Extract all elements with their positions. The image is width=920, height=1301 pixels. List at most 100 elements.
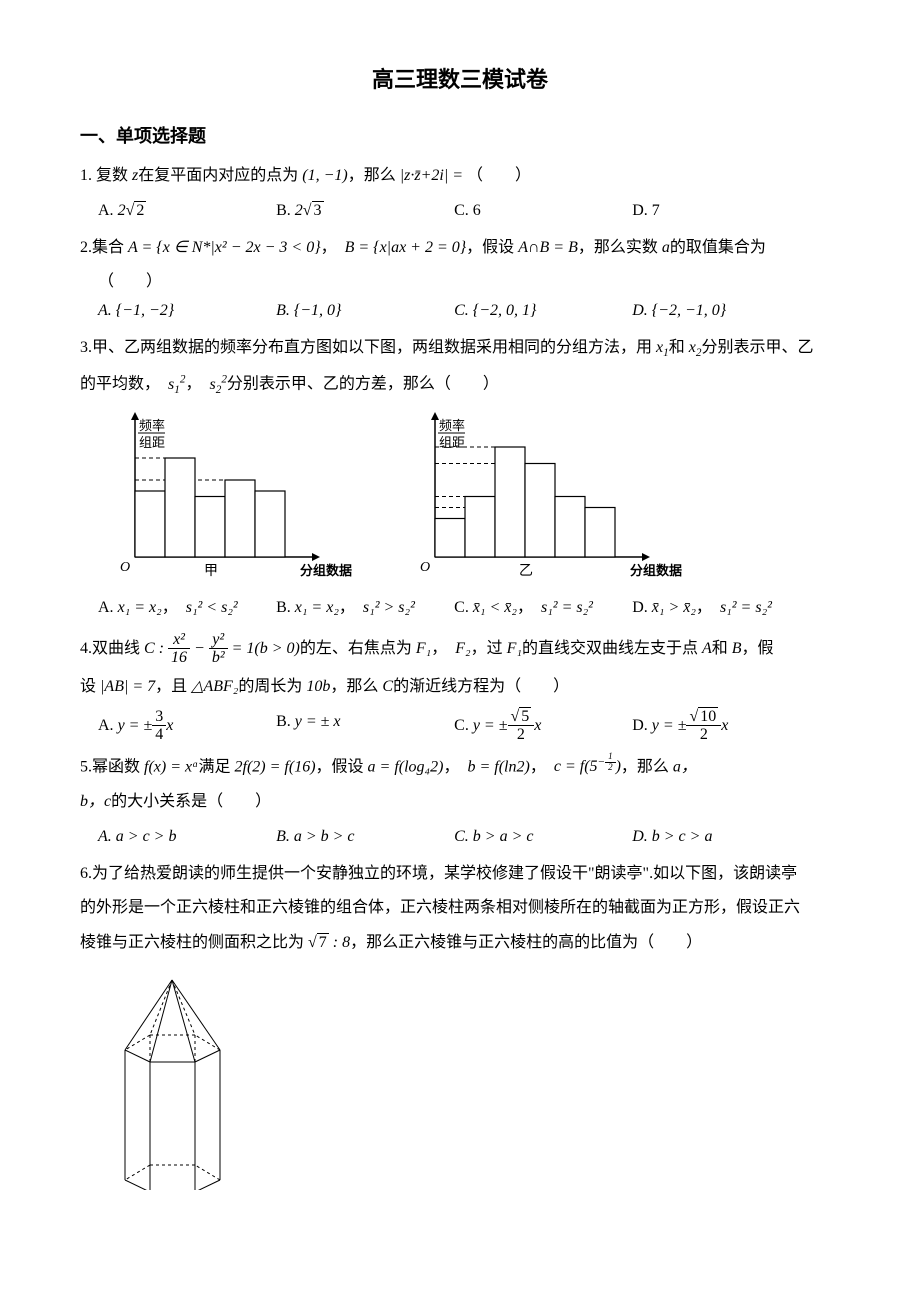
q4-a-x: x — [166, 717, 173, 734]
q3-d-pre: D. — [632, 599, 652, 616]
q1-opt-a: A. 22 — [98, 197, 261, 226]
q4-a-den: 4 — [152, 726, 166, 744]
q4-b-pre: B. — [276, 713, 295, 730]
q2-A-cond: |x² − 2x − 3 < 0} — [210, 239, 320, 256]
q5-options: A. a > c > b B. a > b > c C. b > a > c D… — [98, 823, 840, 852]
q3: 3.甲、乙两组数据的频率分布直方图如以下图，两组数据采用相同的分组方法，用 x1… — [80, 334, 840, 363]
svg-text:O: O — [420, 560, 430, 575]
q3-stem-e: ， — [185, 376, 193, 393]
q4-c-y: y = ± — [473, 717, 508, 734]
q4-c-pre: C. — [454, 717, 473, 734]
section-heading: 一、单项选择题 — [80, 120, 840, 152]
q1-options: A. 22 B. 23 C. 6 D. 7 — [98, 197, 840, 226]
q4-stem-a: 4.双曲线 — [80, 640, 144, 657]
q1-b-label: B. — [276, 202, 291, 219]
q3-c-pre: C. — [454, 599, 473, 616]
q3-options: A. x₁ = x₂， s₁² < s₂² B. x₁ = x₂， s₁² > … — [98, 594, 840, 623]
q3-b-sep: ， — [339, 599, 347, 616]
q3-a-var: s₁² < s₂² — [186, 599, 238, 616]
q5-c: ，假设 — [316, 758, 368, 775]
q5-vars: a， — [673, 758, 697, 775]
q5-fdef: f(x) = xᵅ — [144, 758, 198, 775]
q4-line2: 设 |AB| = 7，且 △ABF₂的周长为 10b，那么 C的渐近线方程为（ … — [80, 673, 840, 702]
q1-opt-d: D. 7 — [632, 197, 795, 226]
q4-d-pre: D. — [632, 717, 652, 734]
q4-a-pre: A. — [98, 717, 118, 734]
q5-ced: 2 — [605, 763, 615, 773]
q3-d-eq: x̄₁ > x̄₂ — [652, 599, 696, 616]
q1-opt-c: C. 6 — [454, 197, 617, 226]
q2-stem-d: 的取值集合为 — [670, 239, 766, 256]
q3-histograms: 频率组距O甲分组数据 频率组距O乙分组数据 — [100, 412, 840, 582]
q5-opt-b: B. a > b > c — [276, 823, 439, 852]
q3-line2: 的平均数， s12， s22分别表示甲、乙的方差，那么（ ） — [80, 369, 840, 400]
svg-text:组距: 组距 — [139, 435, 165, 450]
q4-f1: F₁ — [416, 640, 431, 657]
q3-a-sep: ， — [162, 599, 170, 616]
q4-albl: A — [702, 640, 712, 657]
q5-bdef: b = f(ln2) — [467, 758, 529, 775]
q4-d-y: y = ± — [652, 717, 687, 734]
q2-B-set: B = {x|ax + 2 = 0} — [345, 239, 467, 256]
q4-f2: F₂ — [455, 640, 470, 657]
q4-steme: ，假 — [742, 640, 774, 657]
q2-A-lhs: A = {x ∈ N* — [128, 239, 210, 256]
q1-opt-b: B. 23 — [276, 197, 439, 226]
q3-opt-b: B. x₁ = x₂， s₁² > s₂² — [276, 594, 454, 623]
q4-stem-c: ，过 — [471, 640, 507, 657]
q3-stem-f: 分别表示甲、乙的方差，那么（ ） — [227, 376, 499, 393]
q4-c1: ， — [431, 640, 439, 657]
svg-text:分组数据: 分组数据 — [300, 563, 352, 578]
q5-a: 5.幂函数 — [80, 758, 144, 775]
q4-clbl: C — [382, 678, 393, 695]
q5: 5.幂函数 f(x) = xᵅ满足 2f(2) = f(16)，假设 a = f… — [80, 752, 840, 782]
q1-expr: |z·z̄+2i| = — [400, 167, 467, 184]
q4-blbl: B — [732, 640, 742, 657]
q4-eq1: = 1(b > 0) — [228, 640, 300, 657]
q4-l2b: ，且 — [155, 678, 191, 695]
q3-c-var: s₁² = s₂² — [541, 599, 593, 616]
q3-opt-c: C. x̄₁ < x̄₂， s₁² = s₂² — [454, 594, 632, 623]
q3-stem-a: 3.甲、乙两组数据的频率分布直方图如以下图，两组数据采用相同的分组方法，用 — [80, 339, 656, 356]
q5-opt-a: A. a > c > b — [98, 823, 261, 852]
q4-f2d: b² — [209, 649, 228, 667]
q4-opt-c: C. y = ±52x — [454, 708, 632, 744]
q4-options: A. y = ±34x B. y = ± x C. y = ±52x D. y … — [98, 708, 840, 744]
q4-10b: 10b — [306, 678, 330, 695]
q4-l2e: 的渐近线方程为（ ） — [393, 678, 569, 695]
q6-rest: : 8 — [329, 934, 350, 951]
q5-ain: log₄2 — [404, 758, 438, 775]
svg-text:分组数据: 分组数据 — [630, 563, 682, 578]
q4-stem-d: 的直线交双曲线左支于点 — [522, 640, 702, 657]
q6-prism-figure — [100, 970, 840, 1201]
q3-a-pre: A. — [98, 599, 118, 616]
q4-c-x: x — [534, 717, 541, 734]
q2-cond: A∩B = B — [518, 239, 578, 256]
q4: 4.双曲线 C : x²16 − y²b² = 1(b > 0)的左、右焦点为 … — [80, 631, 840, 667]
q1-a-rad: 2 — [134, 201, 146, 219]
q2-opt-d: D. {−2, −1, 0} — [632, 297, 795, 326]
q5-c2: ， — [530, 758, 538, 775]
q1-paren: （ ） — [467, 167, 531, 184]
q6-l1: 6.为了给热爱朗读的师生提供一个安静独立的环境，某学校修建了假设干"朗读亭".如… — [80, 860, 840, 889]
q4-opt-b: B. y = ± x — [276, 708, 454, 744]
q1-b-rad: 3 — [312, 201, 324, 219]
q3-b-var: s₁² > s₂² — [363, 599, 415, 616]
q4-l2a: 设 — [80, 678, 100, 695]
q5-adp: a = f( — [368, 758, 405, 775]
q4-d-x: x — [721, 717, 728, 734]
q6-l3: 棱锥与正六棱柱的侧面积之比为 7 : 8，那么正六棱锥与正六棱柱的高的比值为（ … — [80, 929, 840, 958]
q4-l2d: ，那么 — [330, 678, 382, 695]
page-title: 高三理数三模试卷 — [80, 60, 840, 100]
q4-stem-b: 的左、右焦点为 — [300, 640, 416, 657]
q1-a-label: A. — [98, 202, 114, 219]
q4-f1d: 16 — [168, 649, 190, 667]
q4-f1b: F₁ — [507, 640, 522, 657]
q3-d-sep: ， — [696, 599, 704, 616]
q2-opt-c: C. {−2, 0, 1} — [454, 297, 617, 326]
q3-stem-d: 的平均数， — [80, 376, 152, 393]
q1-stem-c: ，那么 — [348, 167, 400, 184]
q4-opt-a: A. y = ±34x — [98, 708, 276, 744]
q5-c1: ， — [443, 758, 451, 775]
q3-stem-b: 和 — [669, 339, 689, 356]
